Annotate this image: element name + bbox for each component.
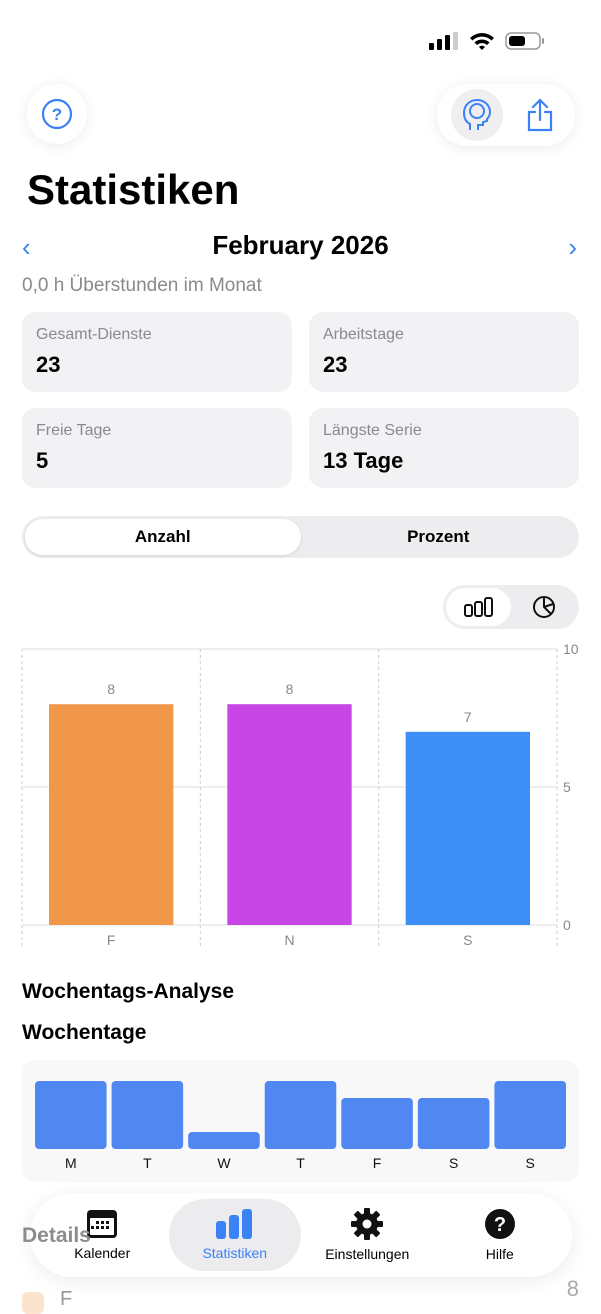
weekday-bar (188, 1132, 260, 1149)
month-label: February 2026 (212, 230, 389, 260)
weekday-label: S (526, 1155, 535, 1171)
bar-chart-icon (215, 1209, 252, 1239)
stat-value: 5 (36, 448, 49, 473)
y-tick-label: 5 (563, 779, 571, 795)
stat-label: Arbeitstage (323, 326, 404, 343)
bar-value-label: 8 (286, 681, 294, 697)
page-title: Statistiken (27, 166, 240, 213)
stat-value: 13 Tage (323, 448, 404, 473)
bar-N (227, 704, 352, 925)
tab-bar: Kalender Statistiken Einstellungen ? Hilf… (30, 1193, 572, 1277)
detail-label: F (60, 1288, 73, 1310)
chart-type-toggle (443, 585, 579, 629)
next-month-button[interactable]: › (568, 232, 577, 262)
segment-count[interactable]: Anzahl (25, 519, 301, 555)
stat-card-total: Gesamt-Dienste 23 (22, 312, 292, 392)
weekday-bar (494, 1081, 566, 1149)
bar-value-label: 8 (107, 681, 115, 697)
question-circle-icon: ? (41, 98, 73, 130)
tab-kalender[interactable]: Kalender (36, 1199, 169, 1271)
ai-analysis-button[interactable] (450, 89, 503, 141)
weekday-label: T (296, 1155, 305, 1171)
pie-chart-icon (532, 596, 555, 618)
x-tick-label: S (463, 932, 472, 948)
bar-F (49, 704, 174, 925)
signal-icon (429, 32, 458, 50)
battery-icon (505, 32, 544, 50)
bar-value-label: 7 (464, 709, 472, 725)
stat-value: 23 (36, 352, 61, 377)
weekdays-heading: Wochentage (22, 1021, 147, 1044)
y-tick-label: 0 (563, 917, 571, 933)
weekday-label: W (217, 1155, 231, 1171)
tab-einstellungen[interactable]: Einstellungen (301, 1199, 434, 1271)
weekday-analysis-heading: Wochentags-Analyse (22, 980, 234, 1003)
legend-swatch (22, 1292, 44, 1314)
weekday-bar (264, 1081, 337, 1149)
detail-value: 8 (566, 1276, 579, 1301)
prev-month-button[interactable]: ‹ (22, 232, 31, 262)
tab-label: Hilfe (485, 1246, 514, 1262)
weekday-bar (35, 1081, 107, 1149)
gear-icon (351, 1208, 384, 1240)
svg-text:?: ? (494, 1214, 506, 1236)
bar-S (405, 731, 530, 925)
weekday-label: S (449, 1155, 458, 1171)
top-actions (437, 84, 575, 146)
help-icon: ? (484, 1209, 515, 1239)
x-tick-label: F (107, 932, 116, 948)
stat-label: Gesamt-Dienste (36, 326, 152, 343)
weekday-bar (417, 1098, 490, 1149)
tab-label: Statistiken (202, 1245, 268, 1261)
brain-head-icon (462, 98, 491, 130)
segment-percent[interactable]: Prozent (407, 527, 470, 546)
stat-label: Längste Serie (323, 422, 422, 439)
shift-bar-chart: 0 5 10 8 F 8 N 7 S (21, 641, 579, 948)
tab-label: Einstellungen (325, 1246, 410, 1262)
weekday-bar (341, 1098, 413, 1149)
stat-value: 23 (323, 352, 348, 377)
status-bar (429, 32, 545, 50)
help-button[interactable]: ? (27, 84, 87, 144)
weekday-label: T (143, 1155, 152, 1171)
stat-card-workdays: Arbeitstage 23 (309, 312, 579, 392)
tab-hilfe[interactable]: ? Hilfe (434, 1199, 567, 1271)
stat-card-free: Freie Tage 5 (22, 408, 292, 488)
svg-text:?: ? (52, 105, 62, 124)
stat-card-streak: Längste Serie 13 Tage (309, 408, 579, 488)
weekday-label: M (65, 1155, 77, 1171)
overtime-text: 0,0 h Überstunden im Monat (22, 275, 262, 296)
calendar-icon (87, 1210, 118, 1238)
y-tick-label: 10 (563, 641, 579, 657)
pie-chart-toggle[interactable] (511, 588, 576, 626)
mode-segmented-control: Anzahl Prozent (22, 516, 579, 558)
x-tick-label: N (284, 932, 294, 948)
stat-label: Freie Tage (36, 422, 112, 439)
share-button[interactable] (518, 93, 562, 137)
weekday-label: F (373, 1155, 382, 1171)
wifi-icon (470, 33, 494, 50)
bar-chart-icon (463, 597, 493, 617)
share-icon (527, 98, 552, 132)
tab-label: Kalender (74, 1245, 131, 1261)
tab-statistiken[interactable]: Statistiken (168, 1199, 301, 1271)
weekday-bar (111, 1081, 184, 1149)
bar-chart-toggle[interactable] (446, 588, 511, 626)
